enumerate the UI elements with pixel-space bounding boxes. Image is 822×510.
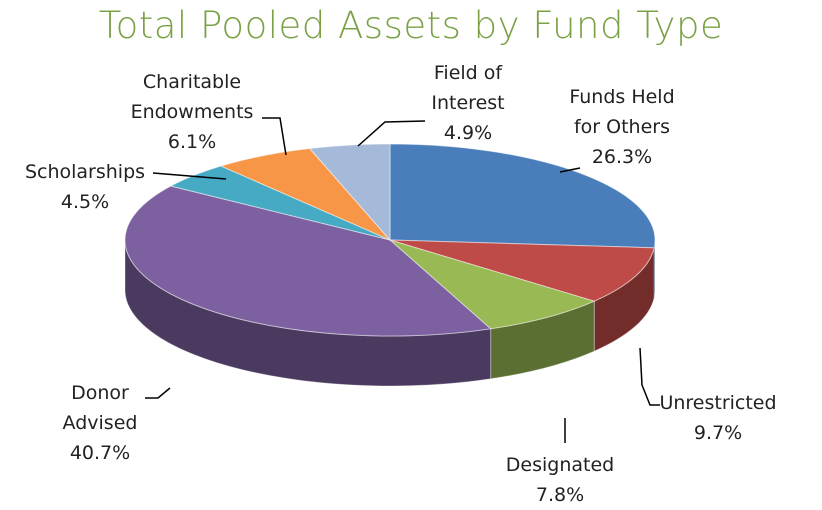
- leader-line: [357, 120, 426, 147]
- slice-label: Unrestricted 9.7%: [659, 388, 776, 448]
- slice-label: Funds Held for Others 26.3%: [565, 82, 680, 172]
- leader-line: [145, 387, 171, 399]
- value-label: 40.7%: [69, 442, 131, 464]
- slice-label: Designated 7.8%: [506, 450, 614, 510]
- slice-label: Charitable Endowments 6.1%: [127, 67, 257, 157]
- category-label: Donor Advised: [62, 382, 138, 434]
- value-label: 4.5%: [60, 191, 110, 213]
- leader-line: [559, 167, 581, 173]
- slice: [124, 185, 492, 337]
- category-label: Designated: [505, 454, 615, 476]
- value-label: 4.9%: [443, 122, 493, 144]
- value-label: 6.1%: [167, 131, 217, 153]
- value-label: 9.7%: [693, 422, 743, 444]
- category-label: Funds Held for Others: [569, 86, 675, 138]
- category-label: Field of Interest: [431, 62, 505, 114]
- slice-label: Scholarships 4.5%: [25, 157, 145, 217]
- value-label: 26.3%: [591, 146, 653, 168]
- slice: [308, 143, 391, 242]
- slice: [389, 143, 656, 249]
- slice: [389, 239, 655, 302]
- category-label: Unrestricted: [659, 392, 777, 414]
- chart-title: Total Pooled Assets by Fund Type: [98, 4, 724, 47]
- leader-line: [639, 347, 660, 406]
- slice: [389, 239, 596, 330]
- slice-label: Field of Interest 4.9%: [423, 58, 513, 148]
- value-label: 7.8%: [535, 484, 585, 506]
- category-label: Charitable Endowments: [130, 71, 254, 123]
- leader-line: [262, 117, 287, 156]
- category-label: Scholarships: [24, 161, 146, 183]
- slice-label: Donor Advised 40.7%: [60, 378, 140, 468]
- leader-line: [152, 172, 227, 180]
